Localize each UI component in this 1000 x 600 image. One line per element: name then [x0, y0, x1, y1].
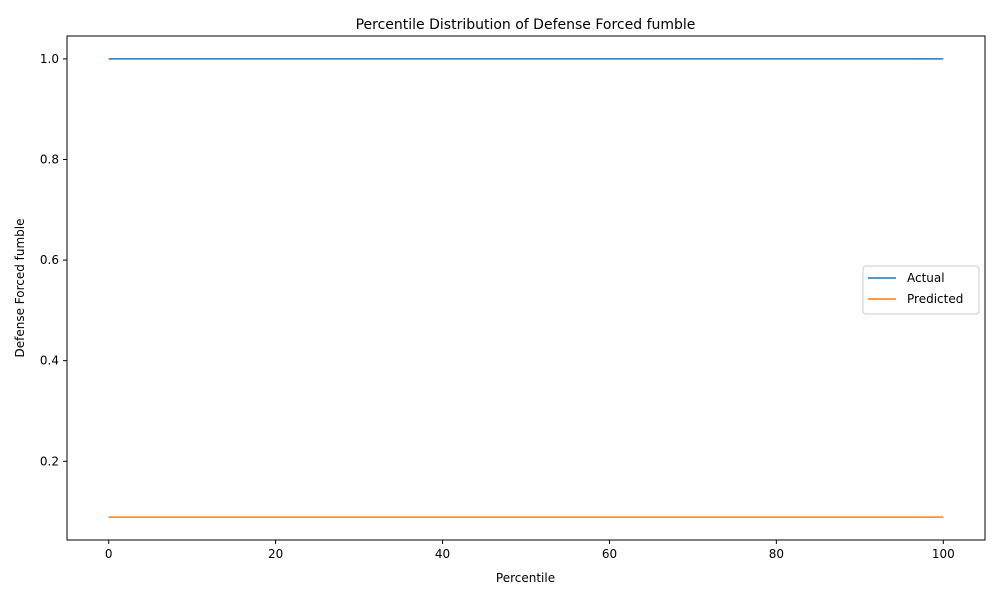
x-tick-label: 40	[435, 547, 450, 561]
x-tick-label: 20	[268, 547, 283, 561]
x-tick-label: 100	[932, 547, 955, 561]
x-axis: 0 20 40 60 80 100	[105, 540, 955, 561]
y-tick-label: 0.8	[40, 152, 59, 166]
y-axis: 0.2 0.4 0.6 0.8 1.0	[40, 52, 67, 468]
legend-label-predicted: Predicted	[907, 292, 963, 306]
plot-area	[108, 58, 944, 518]
y-axis-label: Defense Forced fumble	[13, 218, 27, 357]
plot-frame	[66, 35, 986, 541]
x-tick-label: 80	[769, 547, 784, 561]
y-tick-label: 0.4	[40, 354, 59, 368]
x-tick-label: 60	[602, 547, 617, 561]
y-tick-label: 0.2	[40, 454, 59, 468]
legend: Actual Predicted	[862, 265, 980, 315]
x-axis-label: Percentile	[496, 571, 555, 585]
chart-title: Percentile Distribution of Defense Force…	[356, 17, 696, 33]
y-tick-label: 1.0	[40, 52, 59, 66]
x-tick-label: 0	[105, 547, 113, 561]
y-tick-label: 0.6	[40, 253, 59, 267]
legend-label-actual: Actual	[907, 271, 945, 285]
